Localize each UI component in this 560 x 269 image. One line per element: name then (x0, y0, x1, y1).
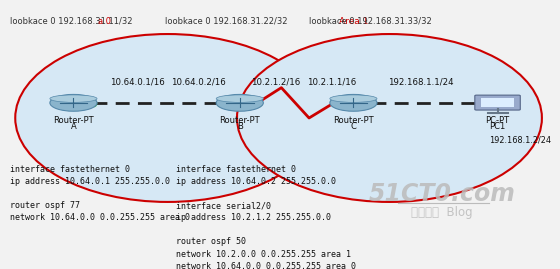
Text: network 10.64.0.0 0.0.255.255 area 0: network 10.64.0.0 0.0.255.255 area 0 (176, 262, 356, 269)
Text: network 10.64.0.0 0.0.255.255 area 0: network 10.64.0.0 0.0.255.255 area 0 (10, 213, 190, 222)
Text: Router-PT: Router-PT (333, 116, 374, 125)
Ellipse shape (216, 94, 263, 111)
Text: A: A (71, 122, 76, 131)
Ellipse shape (15, 34, 320, 202)
Text: ip address 10.64.0.2 255.255.0.0: ip address 10.64.0.2 255.255.0.0 (176, 177, 336, 186)
FancyBboxPatch shape (475, 95, 520, 110)
Text: B: B (237, 122, 242, 131)
Text: loobkace 0 192.168.31.33/32: loobkace 0 192.168.31.33/32 (309, 17, 432, 26)
Text: a 0: a 0 (99, 17, 111, 26)
Text: PC-PT: PC-PT (486, 116, 510, 125)
Ellipse shape (216, 95, 263, 102)
Text: loobkace 0 192.168.31.22/32: loobkace 0 192.168.31.22/32 (165, 17, 287, 26)
Ellipse shape (50, 95, 97, 102)
Ellipse shape (237, 34, 542, 202)
Text: network 10.2.0.0 0.0.255.255 area 1: network 10.2.0.0 0.0.255.255 area 1 (176, 250, 351, 259)
Text: router ospf 50: router ospf 50 (176, 237, 246, 246)
FancyBboxPatch shape (481, 98, 514, 108)
Text: loobkace 0 192.168.31.11/32: loobkace 0 192.168.31.11/32 (10, 17, 132, 26)
Text: 技术博客  Blog: 技术博客 Blog (411, 206, 473, 219)
Text: ip address 10.64.0.1 255.255.0.0: ip address 10.64.0.1 255.255.0.0 (10, 177, 170, 186)
Text: PC1: PC1 (489, 122, 506, 131)
Ellipse shape (330, 95, 377, 102)
Text: 192.168.1.2/24: 192.168.1.2/24 (489, 136, 551, 144)
Text: Router-PT: Router-PT (53, 116, 94, 125)
Text: interface serial2/0: interface serial2/0 (176, 201, 271, 210)
Text: ip address 10.2.1.2 255.255.0.0: ip address 10.2.1.2 255.255.0.0 (176, 213, 331, 222)
Text: C: C (351, 122, 356, 131)
Text: 10.64.0.2/16: 10.64.0.2/16 (171, 77, 226, 87)
Text: 10.64.0.1/16: 10.64.0.1/16 (110, 77, 165, 87)
Ellipse shape (50, 94, 97, 111)
Text: interface fastethernet 0: interface fastethernet 0 (176, 165, 296, 174)
Text: router ospf 77: router ospf 77 (10, 201, 80, 210)
Ellipse shape (330, 94, 377, 111)
Text: 51CT0.com: 51CT0.com (368, 182, 516, 206)
Text: Router-PT: Router-PT (220, 116, 260, 125)
Text: 10.2.1.1/16: 10.2.1.1/16 (307, 77, 356, 87)
Text: 10.2.1.2/16: 10.2.1.2/16 (251, 77, 300, 87)
Text: Area 1: Area 1 (339, 17, 368, 26)
Text: interface fastethernet 0: interface fastethernet 0 (10, 165, 130, 174)
Text: 192.168.1.1/24: 192.168.1.1/24 (388, 77, 454, 87)
